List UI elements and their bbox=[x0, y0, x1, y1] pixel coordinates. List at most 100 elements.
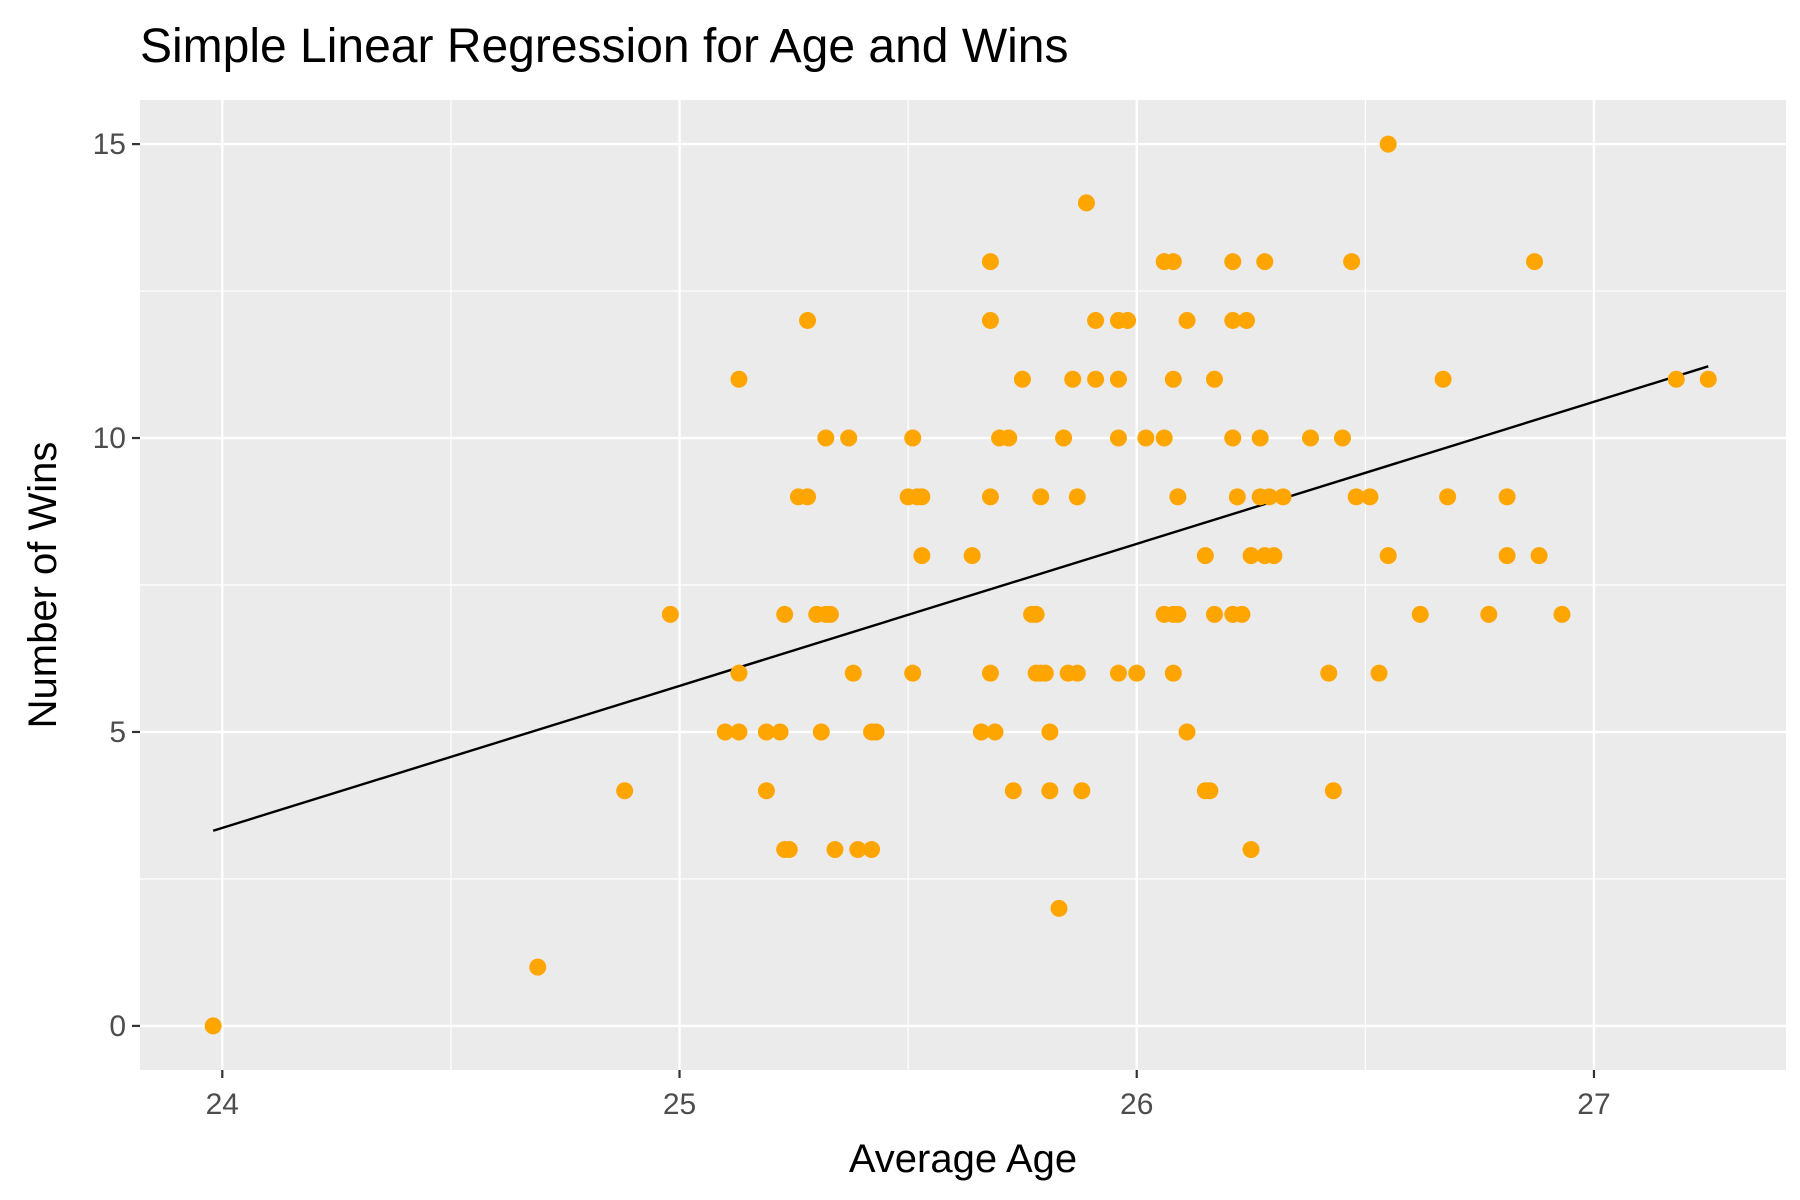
data-point bbox=[1164, 664, 1182, 682]
y-axis-title: Number of Wins bbox=[21, 442, 65, 729]
data-point bbox=[1205, 370, 1223, 388]
data-point bbox=[730, 723, 748, 741]
grid-major-lines bbox=[140, 100, 1786, 1070]
data-point bbox=[1004, 782, 1022, 800]
data-point bbox=[1379, 547, 1397, 565]
x-axis-ticks: 24 25 26 27 bbox=[206, 1070, 1611, 1121]
regression-line bbox=[212, 365, 1709, 832]
data-point bbox=[844, 664, 862, 682]
data-point bbox=[204, 1017, 222, 1035]
data-point bbox=[1077, 194, 1095, 212]
data-point bbox=[1169, 488, 1187, 506]
data-point bbox=[1027, 605, 1045, 623]
data-point bbox=[1000, 429, 1018, 447]
data-point bbox=[1233, 605, 1251, 623]
data-point bbox=[1480, 605, 1498, 623]
data-point bbox=[817, 429, 835, 447]
data-point bbox=[986, 723, 1004, 741]
data-point bbox=[1201, 782, 1219, 800]
x-tick-label: 25 bbox=[663, 1088, 696, 1121]
y-tick-label: 15 bbox=[93, 128, 126, 161]
data-point bbox=[1320, 664, 1338, 682]
data-point bbox=[1224, 429, 1242, 447]
data-point bbox=[1333, 429, 1351, 447]
data-point bbox=[972, 723, 990, 741]
data-point bbox=[1324, 782, 1342, 800]
data-point bbox=[1265, 547, 1283, 565]
data-point bbox=[1087, 311, 1105, 329]
data-point bbox=[1205, 605, 1223, 623]
data-point bbox=[904, 429, 922, 447]
data-point bbox=[1224, 253, 1242, 271]
data-point bbox=[1530, 547, 1548, 565]
data-point bbox=[1196, 547, 1214, 565]
y-tick-label: 5 bbox=[109, 716, 126, 749]
data-point bbox=[1109, 664, 1127, 682]
data-point bbox=[1439, 488, 1457, 506]
data-point bbox=[1073, 782, 1091, 800]
data-point bbox=[1032, 488, 1050, 506]
data-point bbox=[812, 723, 830, 741]
data-point bbox=[1137, 429, 1155, 447]
data-point bbox=[867, 723, 885, 741]
data-point bbox=[757, 723, 775, 741]
data-points bbox=[204, 135, 1717, 1035]
data-point bbox=[981, 253, 999, 271]
data-point bbox=[1036, 664, 1054, 682]
data-point bbox=[1237, 311, 1255, 329]
data-point bbox=[1251, 429, 1269, 447]
data-point bbox=[1068, 664, 1086, 682]
data-point bbox=[1242, 841, 1260, 859]
data-point bbox=[1164, 253, 1182, 271]
data-point bbox=[1498, 547, 1516, 565]
data-point bbox=[799, 488, 817, 506]
data-point bbox=[1128, 664, 1146, 682]
data-point bbox=[1087, 370, 1105, 388]
data-point bbox=[1301, 429, 1319, 447]
data-point bbox=[730, 370, 748, 388]
data-point bbox=[1050, 899, 1068, 917]
data-point bbox=[1667, 370, 1685, 388]
data-point bbox=[1228, 488, 1246, 506]
regression-layer bbox=[212, 365, 1709, 832]
data-point bbox=[981, 488, 999, 506]
y-tick-label: 0 bbox=[109, 1010, 126, 1043]
data-point bbox=[1526, 253, 1544, 271]
data-point bbox=[981, 664, 999, 682]
data-point bbox=[771, 723, 789, 741]
data-point bbox=[1411, 605, 1429, 623]
data-point bbox=[1699, 370, 1717, 388]
data-point bbox=[1055, 429, 1073, 447]
data-point bbox=[913, 488, 931, 506]
data-point bbox=[1347, 488, 1365, 506]
data-point bbox=[1434, 370, 1452, 388]
data-point bbox=[1379, 135, 1397, 153]
data-point bbox=[1013, 370, 1031, 388]
data-point bbox=[1553, 605, 1571, 623]
data-point bbox=[913, 547, 931, 565]
data-point bbox=[1361, 488, 1379, 506]
data-point bbox=[981, 311, 999, 329]
data-point bbox=[780, 841, 798, 859]
data-point bbox=[1256, 253, 1274, 271]
x-tick-label: 27 bbox=[1577, 1088, 1610, 1121]
y-tick-label: 10 bbox=[93, 422, 126, 455]
data-point bbox=[1260, 488, 1278, 506]
data-point bbox=[1041, 782, 1059, 800]
x-tick-label: 26 bbox=[1120, 1088, 1153, 1121]
data-point bbox=[840, 429, 858, 447]
data-point bbox=[799, 311, 817, 329]
data-point bbox=[1109, 370, 1127, 388]
data-point bbox=[821, 605, 839, 623]
data-point bbox=[616, 782, 634, 800]
data-point bbox=[849, 841, 867, 859]
data-point bbox=[963, 547, 981, 565]
data-point bbox=[1169, 605, 1187, 623]
data-point bbox=[1068, 488, 1086, 506]
grid-minor-lines bbox=[140, 100, 1786, 1070]
data-point bbox=[1064, 370, 1082, 388]
data-point bbox=[1343, 253, 1361, 271]
data-point bbox=[863, 841, 881, 859]
